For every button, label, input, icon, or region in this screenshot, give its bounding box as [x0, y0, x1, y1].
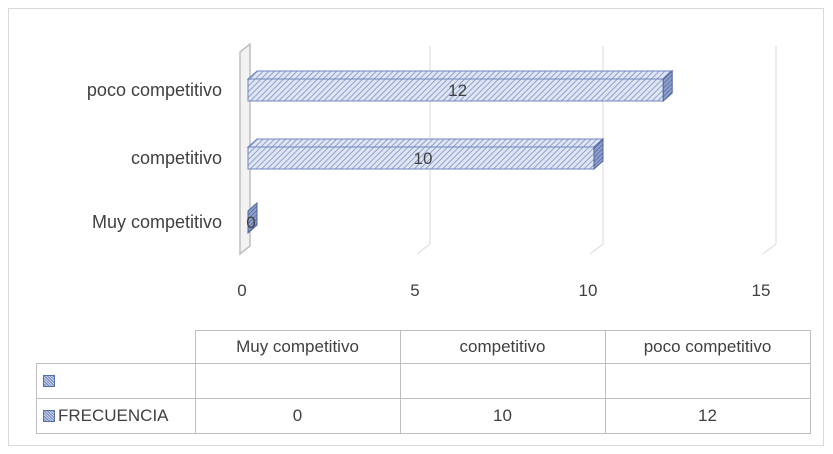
chart-data-table: Muy competitivo competitivo poco competi…	[36, 330, 811, 434]
bar-chart: 0 5 10 15 0 Muy competitivo 10 competitivo 12 poc…	[87, 42, 777, 300]
category-label: poco competitivo	[87, 80, 222, 100]
table-corner-cell	[36, 330, 196, 364]
table-cell: 12	[604, 398, 811, 434]
table-row-header	[36, 363, 196, 399]
category-label: Muy competitivo	[92, 212, 222, 232]
table-row-label: FRECUENCIA	[58, 406, 169, 425]
table-row: FRECUENCIA 0 10 12	[36, 398, 811, 434]
data-label: 10	[414, 149, 433, 168]
table-row	[36, 363, 811, 399]
bar-end-face	[247, 201, 258, 235]
category-label: competitivo	[131, 148, 222, 168]
x-tick-label: 5	[410, 281, 419, 300]
table-cell	[399, 363, 606, 399]
table-cell: 0	[194, 398, 401, 434]
gridline-floor	[416, 243, 431, 255]
data-label: 12	[448, 81, 467, 100]
x-tick-label: 0	[237, 281, 246, 300]
bar-top-face	[246, 138, 605, 148]
legend-key-icon	[43, 410, 55, 422]
table-cell	[194, 363, 401, 399]
table-header-cell: poco competitivo	[604, 330, 811, 364]
table-header-cell: Muy competitivo	[194, 330, 401, 364]
bar-end-face	[593, 137, 604, 171]
table-header-cell: competitivo	[399, 330, 606, 364]
data-label: 0	[246, 213, 255, 232]
gridline-floor	[589, 243, 604, 255]
x-tick-label: 10	[579, 281, 598, 300]
table-row-header: FRECUENCIA	[36, 398, 196, 434]
table-header-row: Muy competitivo competitivo poco competi…	[36, 330, 811, 364]
legend-key-icon	[43, 375, 55, 387]
bar-top-face	[246, 70, 674, 80]
bar-end-face	[662, 69, 673, 103]
table-cell	[604, 363, 811, 399]
gridline-floor	[762, 243, 777, 255]
labels: 0 5 10 15 0 Muy competitivo 10 competitivo 12 poc…	[87, 80, 771, 300]
x-tick-label: 15	[752, 281, 771, 300]
bars	[246, 69, 674, 235]
table-cell: 10	[399, 398, 606, 434]
